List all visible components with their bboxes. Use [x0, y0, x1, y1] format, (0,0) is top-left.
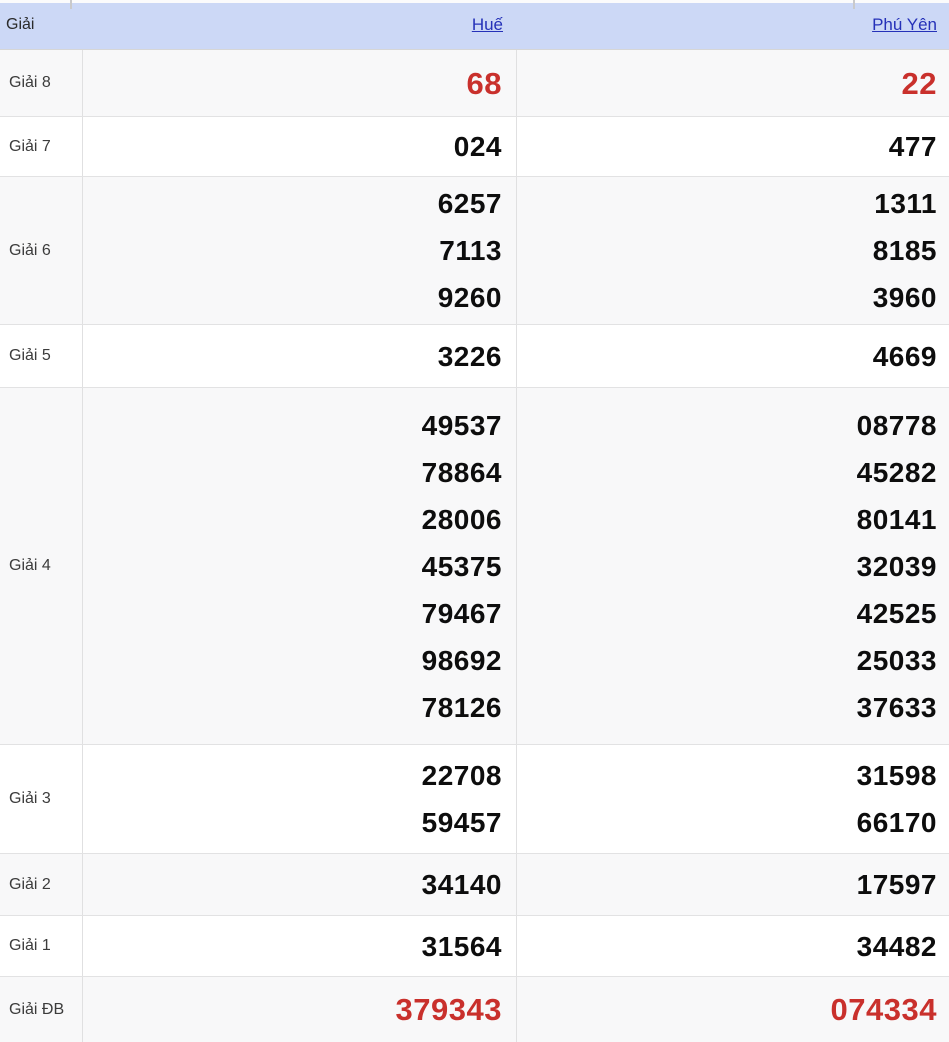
- result-number: 08778: [856, 409, 937, 441]
- table-row-giai-7: Giải 7 024 477: [0, 117, 949, 177]
- result-number: 7113: [439, 235, 502, 266]
- result-number: 3226: [437, 340, 502, 372]
- result-number: 25033: [856, 644, 937, 676]
- results-cell-hue: 49537 78864 28006 45375 79467 98692 7812…: [83, 388, 517, 744]
- results-cell-hue: 379343: [83, 977, 517, 1042]
- results-cell-phuyen: 22: [517, 50, 949, 116]
- result-number: 79467: [421, 597, 502, 629]
- prize-label: Giải 4: [9, 557, 51, 574]
- result-number: 4669: [872, 340, 937, 372]
- results-cell-phuyen: 074334: [517, 977, 949, 1042]
- result-number: 22708: [421, 760, 502, 791]
- result-number: 31564: [421, 930, 502, 962]
- results-cell-phuyen: 4669: [517, 325, 949, 387]
- results-cell-phuyen: 1311 8185 3960: [517, 177, 949, 324]
- result-number: 98692: [421, 644, 502, 676]
- result-number: 379343: [395, 992, 502, 1027]
- result-number: 78126: [421, 691, 502, 723]
- province-link-phuyen[interactable]: Phú Yên: [872, 14, 937, 34]
- table-row-giai-1: Giải 1 31564 34482: [0, 916, 949, 977]
- result-number: 34482: [856, 930, 937, 962]
- result-number: 68: [466, 65, 502, 101]
- result-number: 59457: [421, 807, 502, 838]
- result-number: 45375: [421, 550, 502, 582]
- results-cell-hue: 31564: [83, 916, 517, 976]
- prize-label: Giải 1: [9, 937, 51, 954]
- table-header-row: Giải Huế Phú Yên: [0, 0, 949, 50]
- prize-label: Giải 7: [9, 137, 51, 155]
- result-number: 074334: [830, 992, 937, 1027]
- result-number: 8185: [872, 235, 937, 266]
- result-number: 1311: [874, 188, 937, 219]
- table-row-giai-8: Giải 8 68 22: [0, 50, 949, 117]
- results-cell-hue: 024: [83, 117, 517, 176]
- prize-label: Giải 6: [9, 241, 51, 259]
- result-number: 37633: [856, 691, 937, 723]
- result-number: 45282: [856, 456, 937, 488]
- results-cell-hue: 3226: [83, 325, 517, 387]
- result-number: 78864: [421, 456, 502, 488]
- result-number: 477: [888, 131, 937, 162]
- result-number: 32039: [856, 550, 937, 582]
- prize-label: Giải 5: [9, 347, 51, 364]
- results-cell-phuyen: 34482: [517, 916, 949, 976]
- result-number: 3960: [872, 282, 937, 313]
- table-row-giai-4: Giải 4 49537 78864 28006 45375 79467 986…: [0, 388, 949, 745]
- results-cell-phuyen: 477: [517, 117, 949, 176]
- results-cell-phuyen: 31598 66170: [517, 745, 949, 853]
- table-row-giai-3: Giải 3 22708 59457 31598 66170: [0, 745, 949, 854]
- results-cell-hue: 34140: [83, 854, 517, 915]
- result-number: 28006: [421, 503, 502, 535]
- table-row-giai-6: Giải 6 6257 7113 9260 1311 8185 3960: [0, 177, 949, 325]
- result-number: 80141: [856, 503, 937, 535]
- hue-column-header-cell: Huế: [83, 15, 517, 35]
- results-cell-phuyen: 08778 45282 80141 32039 42525 25033 3763…: [517, 388, 949, 744]
- table-row-giai-2: Giải 2 34140 17597: [0, 854, 949, 916]
- prize-label: Giải 2: [9, 875, 51, 893]
- result-number: 17597: [856, 869, 937, 900]
- results-cell-phuyen: 17597: [517, 854, 949, 915]
- crop-edge-strip: [0, 0, 949, 3]
- prize-column-header-cell: Giải: [0, 16, 83, 34]
- crop-artifact-divider: [70, 0, 72, 9]
- result-number: 024: [453, 131, 502, 162]
- result-number: 9260: [437, 282, 502, 313]
- prize-label: Giải 8: [9, 74, 51, 91]
- result-number: 66170: [856, 807, 937, 838]
- results-cell-hue: 22708 59457: [83, 745, 517, 853]
- result-number: 34140: [421, 869, 502, 900]
- phuyen-column-header-cell: Phú Yên: [517, 15, 949, 35]
- prize-label: Giải 3: [9, 790, 51, 807]
- table-row-giai-5: Giải 5 3226 4669: [0, 325, 949, 388]
- results-cell-hue: 68: [83, 50, 517, 116]
- table-row-giai-db: Giải ĐB 379343 074334: [0, 977, 949, 1042]
- result-number: 22: [901, 65, 937, 101]
- prize-label: Giải ĐB: [9, 1000, 65, 1018]
- result-number: 31598: [856, 760, 937, 791]
- province-link-hue[interactable]: Huế: [471, 14, 503, 34]
- prize-column-header: Giải: [6, 15, 35, 33]
- results-cell-hue: 6257 7113 9260: [83, 177, 517, 324]
- result-number: 49537: [421, 409, 502, 441]
- result-number: 42525: [856, 597, 937, 629]
- crop-artifact-divider: [853, 0, 855, 9]
- result-number: 6257: [437, 188, 502, 219]
